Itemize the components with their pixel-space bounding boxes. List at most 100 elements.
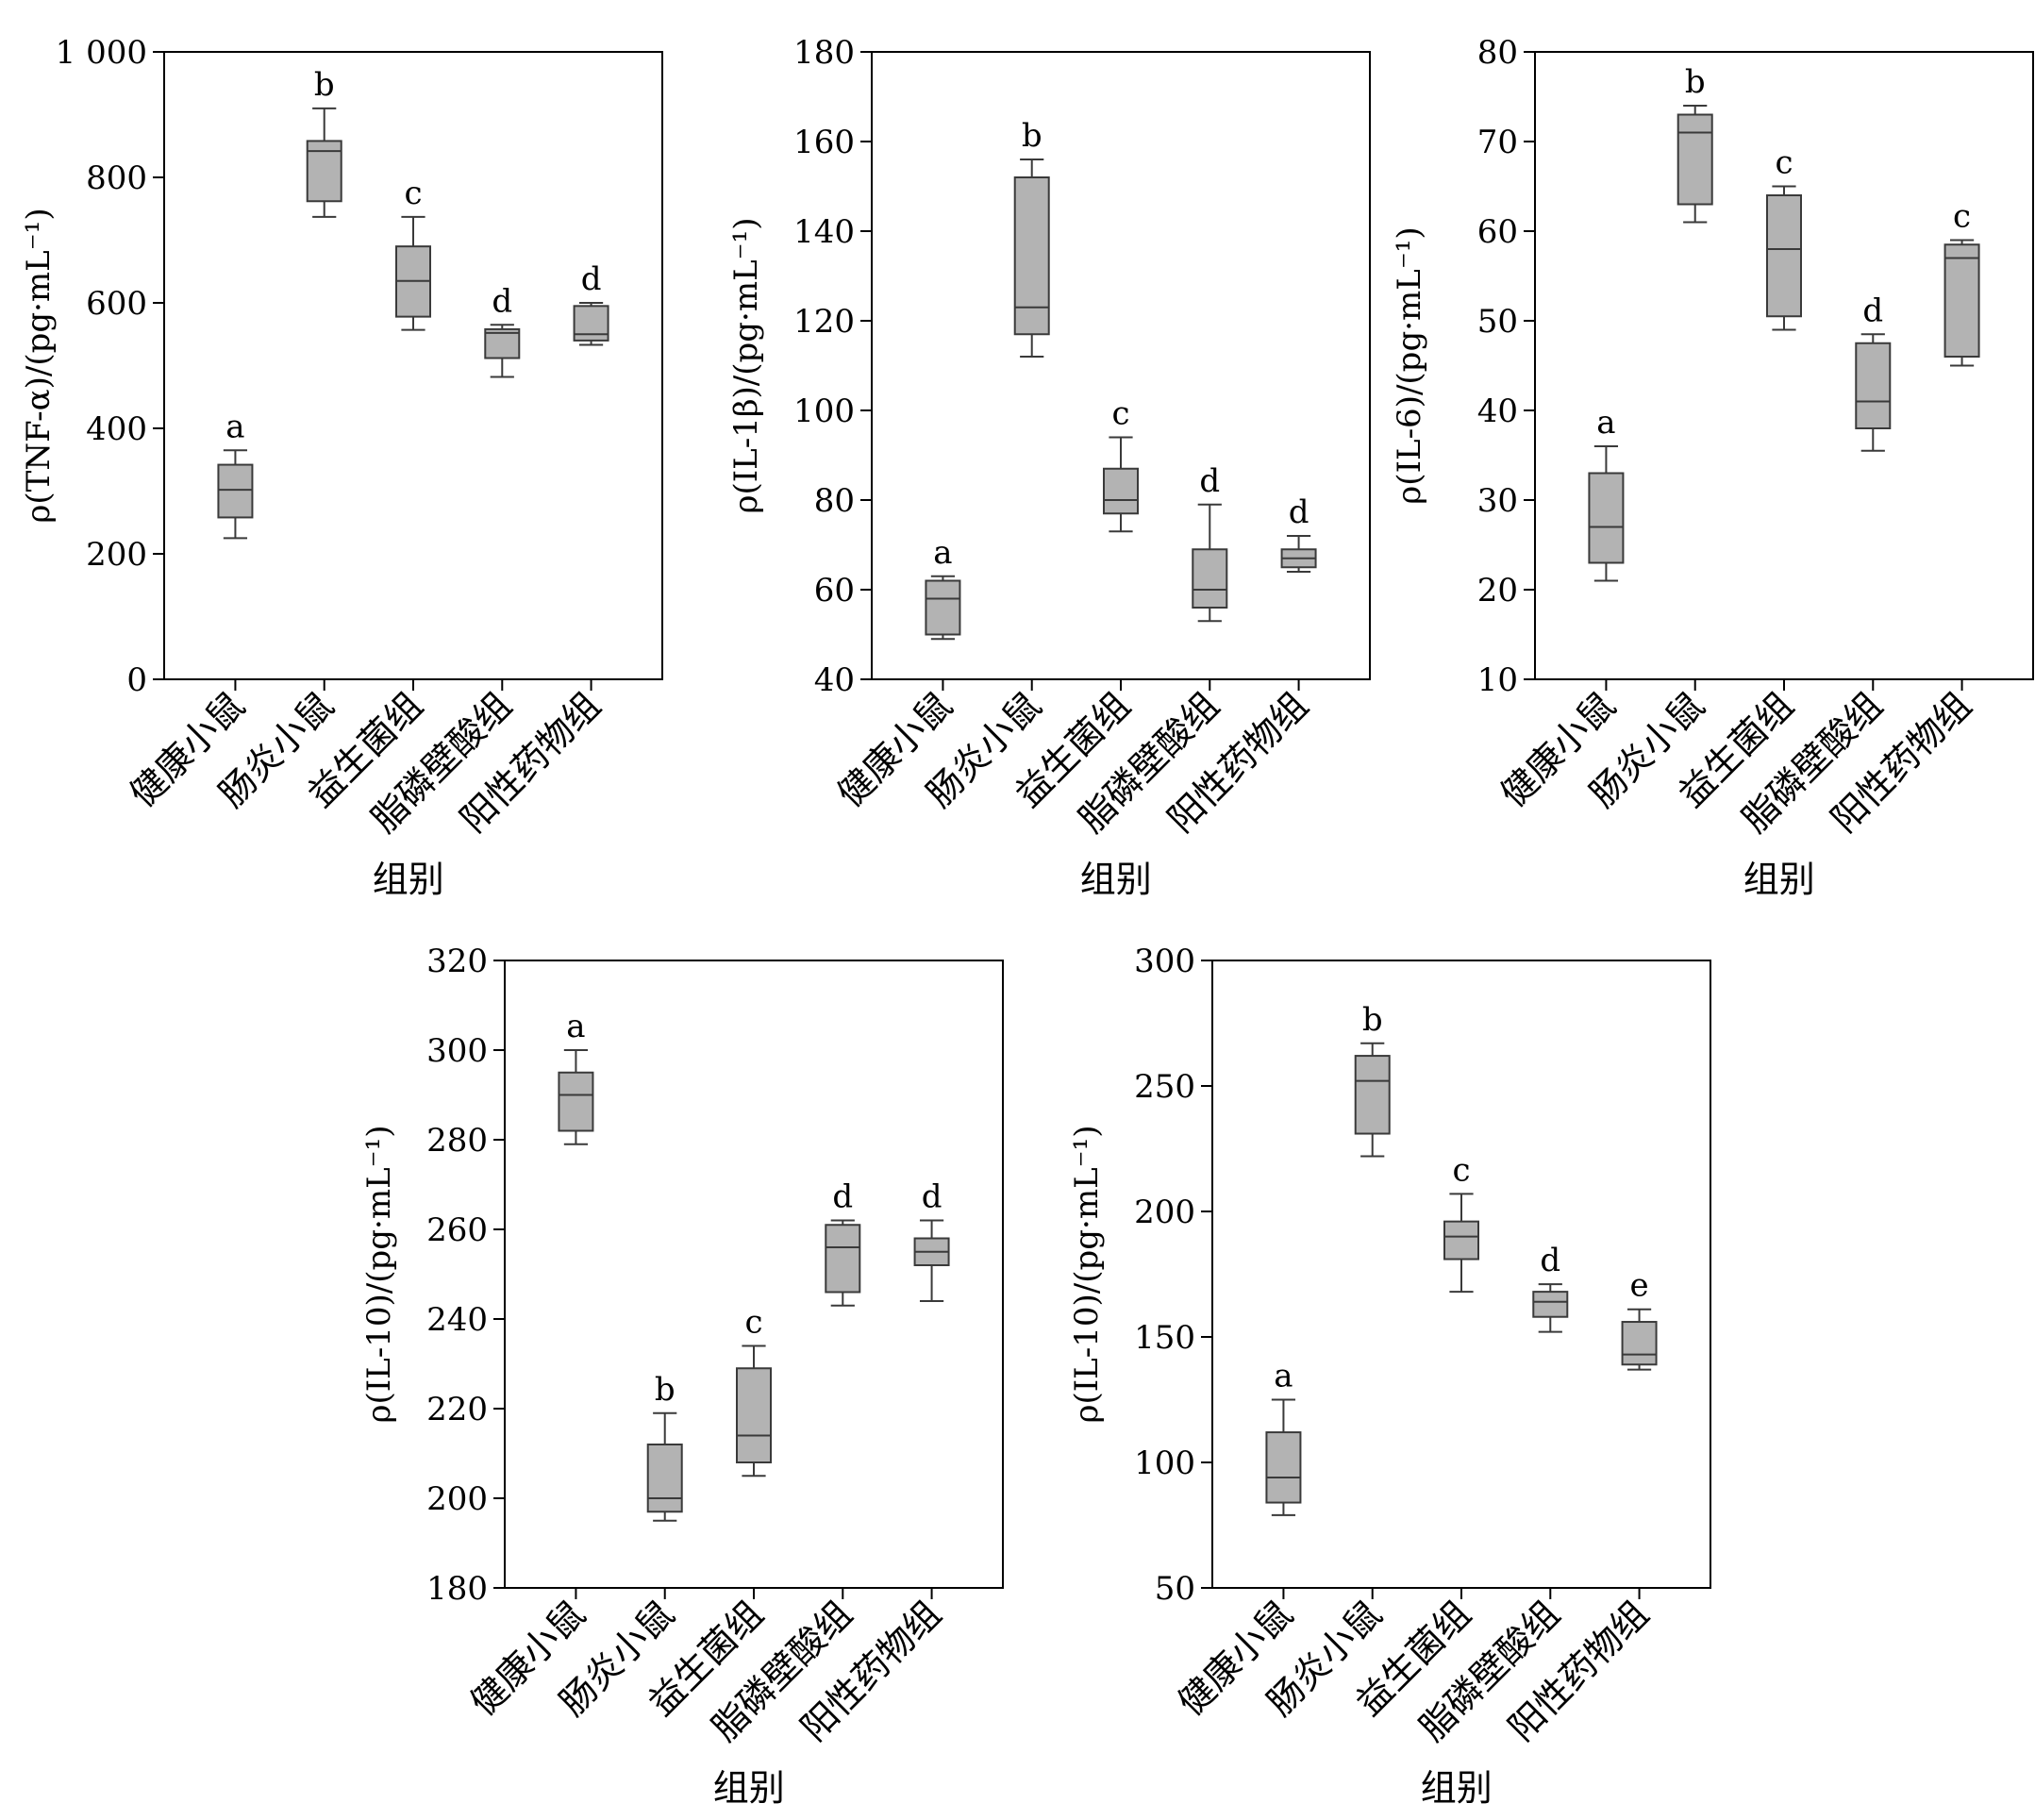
significance-letter: e: [1630, 1267, 1649, 1305]
significance-letter: d: [1540, 1242, 1560, 1279]
y-tick-label: 40: [814, 661, 855, 699]
y-tick-label: 200: [426, 1480, 488, 1518]
box-5: c: [1943, 198, 1980, 367]
box-3: c: [1766, 144, 1802, 331]
box-5: d: [1280, 493, 1317, 573]
y-tick-label: 120: [793, 303, 855, 341]
significance-letter: a: [225, 408, 244, 445]
iqr-box: [1192, 548, 1228, 609]
y-tick-label: 180: [426, 1570, 488, 1608]
significance-letter: d: [1289, 493, 1309, 531]
significance-letter: d: [492, 282, 512, 320]
y-tick-label: 50: [1155, 1570, 1195, 1608]
x-axis-title: 组别: [1743, 859, 1815, 900]
y-tick-label: 600: [86, 285, 147, 323]
box-5: d: [573, 260, 609, 346]
iqr-box: [573, 305, 609, 342]
box-3: c: [1443, 1151, 1479, 1294]
significance-letter: c: [1775, 144, 1793, 182]
iqr-box: [1621, 1321, 1658, 1366]
box-3: c: [395, 175, 431, 331]
iqr-box: [1588, 472, 1625, 564]
box-2: b: [1354, 1001, 1391, 1158]
y-tick-label: 10: [1477, 661, 1518, 699]
x-axis-title: 组别: [713, 1767, 785, 1809]
y-tick-label: 80: [1477, 34, 1518, 72]
box-5: d: [913, 1178, 950, 1302]
iqr-box: [1265, 1431, 1302, 1504]
iqr-box: [1354, 1055, 1391, 1135]
significance-letter: b: [1685, 63, 1706, 101]
x-axis-title: 组别: [373, 859, 444, 900]
significance-letter: a: [566, 1008, 585, 1045]
box-2: b: [1676, 63, 1713, 224]
y-tick-label: 220: [426, 1391, 488, 1428]
box-2: b: [1013, 117, 1050, 358]
y-tick-label: 200: [1134, 1194, 1195, 1231]
significance-letter: d: [581, 260, 602, 298]
y-tick-label: 60: [814, 572, 855, 609]
significance-letter: b: [314, 66, 335, 104]
y-tick-label: 30: [1477, 482, 1518, 520]
y-tick-label: 100: [793, 392, 855, 430]
plot-frame: [163, 51, 663, 680]
y-tick-label: 300: [426, 1032, 488, 1070]
iqr-box: [484, 327, 521, 359]
iqr-box: [1103, 467, 1139, 515]
iqr-box: [646, 1444, 683, 1513]
y-axis-title: ρ(IL-1β)/(pg·mL⁻¹): [727, 217, 765, 513]
box-2: b: [306, 66, 342, 218]
iqr-box: [825, 1224, 861, 1294]
iqr-box: [1443, 1220, 1479, 1261]
significance-letter: c: [1953, 198, 1971, 236]
box-5: e: [1621, 1267, 1658, 1371]
box-4: d: [1192, 462, 1228, 623]
significance-letter: b: [1022, 117, 1043, 155]
y-tick-label: 240: [426, 1301, 488, 1339]
significance-letter: d: [1862, 292, 1883, 329]
y-tick-label: 280: [426, 1122, 488, 1160]
iqr-box: [1013, 176, 1050, 336]
y-axis-title: ρ(IL-10)/(pg·mL⁻¹): [1068, 1126, 1106, 1424]
y-tick-label: 40: [1477, 392, 1518, 430]
box-1: a: [1588, 404, 1625, 582]
y-tick-label: 100: [1134, 1444, 1195, 1482]
y-tick-label: 0: [126, 661, 147, 699]
significance-letter: a: [1274, 1358, 1293, 1395]
iqr-box: [1943, 243, 1980, 358]
chart-panel-3: 1020304050607080健康小鼠肠炎小鼠益生菌组脂磷壁酸组阳性药物组ab…: [1391, 34, 2034, 900]
chart-panel-4: 180200220240260280300320健康小鼠肠炎小鼠益生菌组脂磷壁酸…: [360, 943, 1004, 1809]
chart-panel-5: 50100150200250300健康小鼠肠炎小鼠益生菌组脂磷壁酸组阳性药物组a…: [1068, 943, 1711, 1809]
y-tick-label: 80: [814, 482, 855, 520]
box-4: d: [1855, 292, 1892, 452]
box-1: a: [925, 534, 961, 641]
y-axis-title: ρ(IL-10)/(pg·mL⁻¹): [360, 1126, 398, 1424]
y-tick-label: 260: [426, 1211, 488, 1249]
iqr-box: [1532, 1291, 1569, 1318]
significance-letter: a: [1596, 404, 1615, 442]
iqr-box: [1855, 342, 1892, 429]
y-tick-label: 250: [1134, 1068, 1195, 1106]
y-tick-label: 160: [793, 124, 855, 161]
iqr-box: [1766, 194, 1802, 318]
y-tick-label: 800: [86, 159, 147, 197]
iqr-box: [306, 140, 342, 203]
iqr-box: [925, 579, 961, 636]
x-axis-title: 组别: [1080, 859, 1152, 900]
significance-letter: c: [404, 175, 422, 212]
iqr-box: [736, 1367, 772, 1463]
significance-letter: d: [922, 1178, 942, 1216]
y-tick-label: 150: [1134, 1319, 1195, 1357]
y-tick-label: 50: [1477, 303, 1518, 341]
plot-frame: [504, 960, 1004, 1589]
y-tick-label: 1 000: [56, 34, 147, 72]
significance-letter: d: [832, 1178, 853, 1216]
y-tick-label: 70: [1477, 124, 1518, 161]
box-2: b: [646, 1371, 683, 1522]
significance-letter: c: [1111, 395, 1129, 433]
significance-letter: c: [744, 1304, 762, 1342]
y-tick-label: 200: [86, 536, 147, 574]
box-4: d: [1532, 1242, 1569, 1333]
